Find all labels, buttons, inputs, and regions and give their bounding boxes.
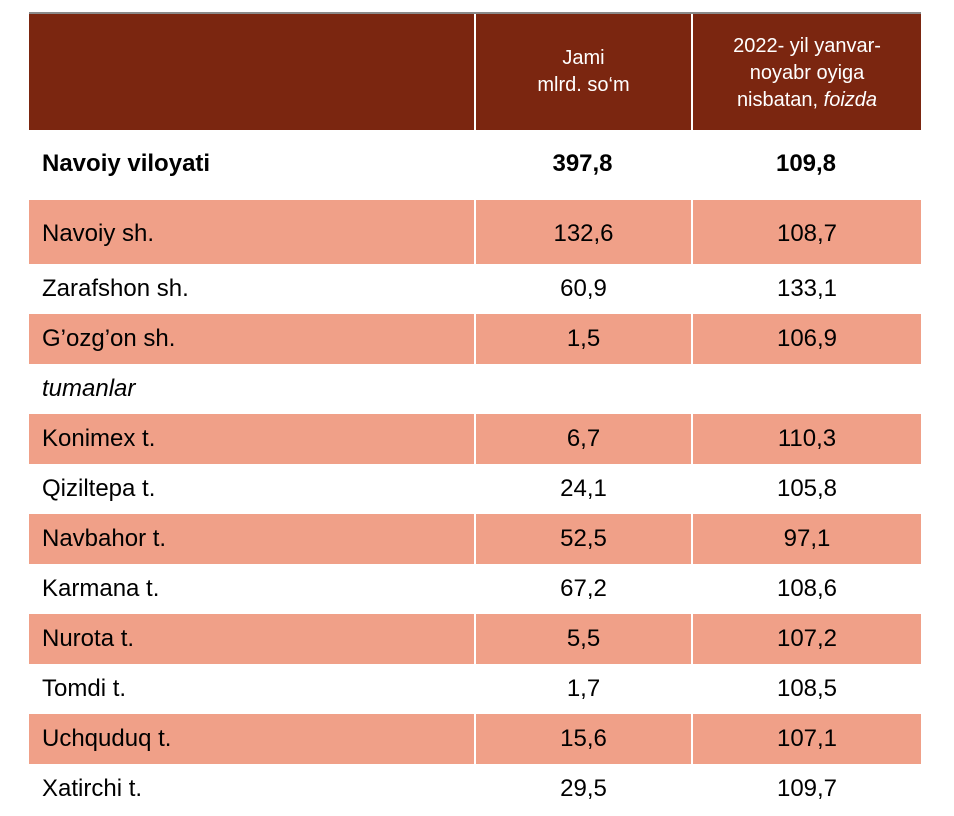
row-percent: 108,6 [691, 564, 921, 614]
row-value: 15,6 [474, 714, 691, 764]
section-label: tumanlar [42, 375, 136, 402]
row-name: Karmana t. [42, 575, 160, 602]
table-row: Nurota t. 5,5 107,2 [29, 614, 921, 664]
header-percent-line3: nisbatan, foizda [737, 87, 877, 114]
header-percent-cell: 2022- yil yanvar- noyabr oyiga nisbatan,… [691, 14, 921, 130]
table-row: Tomdi t. 1,7 108,5 [29, 664, 921, 714]
row-value: 52,5 [474, 514, 691, 564]
header-percent-line3-italic: foizda [823, 88, 878, 111]
row-value: 1,7 [474, 664, 691, 714]
header-percent-line1: 2022- yil yanvar- [733, 34, 881, 57]
row-name: Xatirchi t. [42, 775, 143, 802]
row-name: Qiziltepa t. [42, 475, 156, 502]
data-table: Jami mlrd. so‘m 2022- yil yanvar- noyabr… [29, 12, 921, 814]
total-percent: 109,8 [775, 149, 837, 177]
header-total-line1: Jami [562, 47, 605, 69]
row-name: Zarafshon sh. [42, 275, 189, 302]
header-total-line2: mlrd. so‘m [537, 74, 630, 96]
section-row: tumanlar [29, 364, 921, 414]
row-percent: 109,7 [691, 764, 921, 814]
row-percent: 110,3 [691, 414, 921, 464]
row-percent: 108,5 [691, 664, 921, 714]
table-top-rule [29, 12, 921, 14]
row-value: 60,9 [474, 264, 691, 314]
row-name: Konimex t. [42, 425, 156, 452]
table-row: Navbahor t. 52,5 97,1 [29, 514, 921, 564]
row-percent: 97,1 [691, 514, 921, 564]
table-row: Karmana t. 67,2 108,6 [29, 564, 921, 614]
table-row: Xatirchi t. 29,5 109,7 [29, 764, 921, 814]
table-row: Navoiy sh. 132,6 108,7 [29, 200, 921, 264]
row-value: 24,1 [474, 464, 691, 514]
row-percent: 105,8 [691, 464, 921, 514]
row-percent: 108,7 [691, 200, 921, 264]
header-total-cell: Jami mlrd. so‘m [474, 14, 691, 130]
table-row: Uchquduq t. 15,6 107,1 [29, 714, 921, 764]
row-value: 5,5 [474, 614, 691, 664]
table-row: Zarafshon sh. 60,9 133,1 [29, 264, 921, 314]
header-name-cell [29, 14, 474, 130]
row-percent: 107,1 [691, 714, 921, 764]
row-name: G’ozg’on sh. [42, 325, 176, 352]
row-percent: 107,2 [691, 614, 921, 664]
header-percent-line3-plain: nisbatan, [736, 88, 824, 111]
row-percent: 106,9 [691, 314, 921, 364]
table-header: Jami mlrd. so‘m 2022- yil yanvar- noyabr… [29, 14, 921, 130]
row-value: 1,5 [474, 314, 691, 364]
row-name: Navoiy sh. [42, 220, 155, 247]
table-row: Qiziltepa t. 24,1 105,8 [29, 464, 921, 514]
row-name: Nurota t. [42, 625, 135, 652]
table-row: G’ozg’on sh. 1,5 106,9 [29, 314, 921, 364]
row-name: Navbahor t. [42, 525, 167, 552]
row-value: 132,6 [474, 200, 691, 264]
row-value: 67,2 [474, 564, 691, 614]
row-name: Tomdi t. [42, 675, 127, 702]
row-name: Uchquduq t. [42, 725, 172, 752]
header-percent-line2: noyabr oyiga [749, 61, 865, 84]
table-row: Konimex t. 6,7 110,3 [29, 414, 921, 464]
row-value: 6,7 [474, 414, 691, 464]
total-name: Navoiy viloyati [42, 149, 211, 177]
row-percent: 133,1 [691, 264, 921, 314]
total-row: Navoiy viloyati 397,8 109,8 [29, 130, 921, 200]
row-value: 29,5 [474, 764, 691, 814]
total-value: 397,8 [552, 149, 613, 177]
